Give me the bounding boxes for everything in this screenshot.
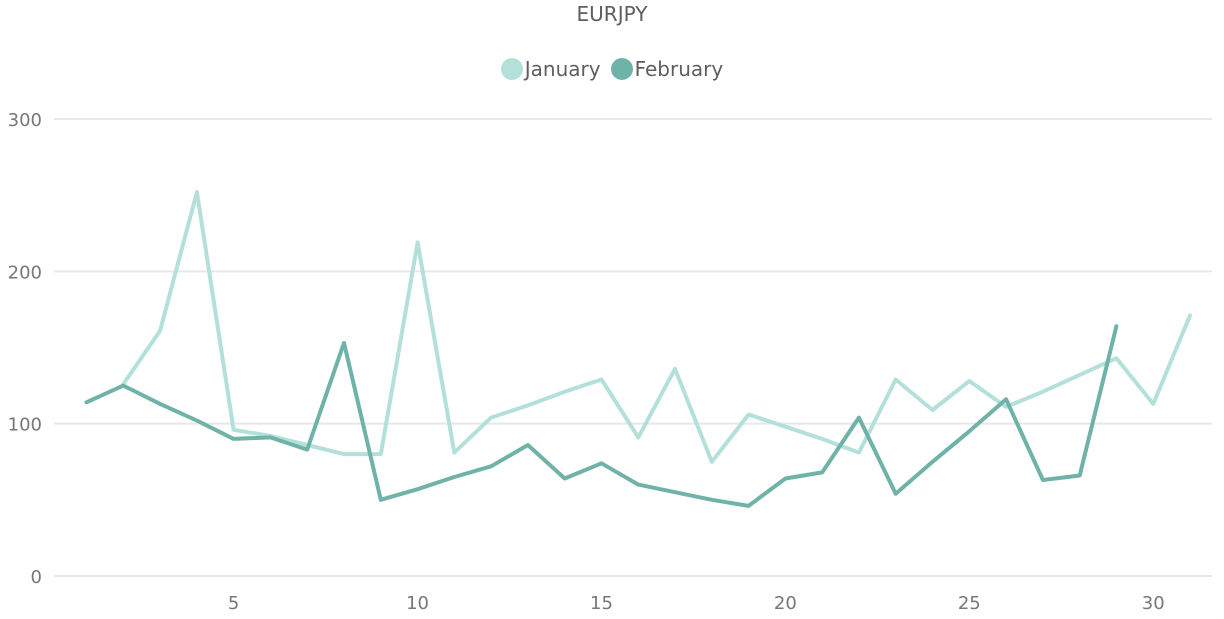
series-line-january[interactable] — [121, 190, 1192, 464]
legend-label: January — [524, 57, 601, 81]
legend-dot-icon — [610, 58, 633, 80]
x-tick-label: 5 — [228, 593, 239, 614]
y-tick-label: 300 — [8, 110, 42, 131]
gridlines — [54, 118, 1212, 577]
chart-legend: January February — [0, 57, 1224, 81]
y-axis: 0 100 200 300 — [8, 110, 42, 588]
x-tick-label: 20 — [774, 593, 797, 614]
y-tick-label: 100 — [8, 415, 42, 436]
y-tick-label: 200 — [8, 262, 42, 283]
legend-item-february[interactable]: February — [610, 57, 724, 81]
legend-label: February — [634, 57, 724, 81]
y-tick-label: 0 — [31, 567, 42, 588]
legend-dot-icon — [500, 58, 523, 80]
series-line-february[interactable] — [84, 324, 1119, 508]
x-tick-label: 25 — [958, 593, 981, 614]
x-tick-label: 15 — [590, 593, 613, 614]
x-axis: 5 10 15 20 25 30 — [228, 593, 1165, 614]
series-lines — [84, 190, 1192, 508]
x-tick-label: 10 — [406, 593, 429, 614]
chart-title: EURJPY — [576, 2, 648, 26]
x-tick-label: 30 — [1142, 593, 1165, 614]
legend-item-january[interactable]: January — [500, 57, 601, 81]
